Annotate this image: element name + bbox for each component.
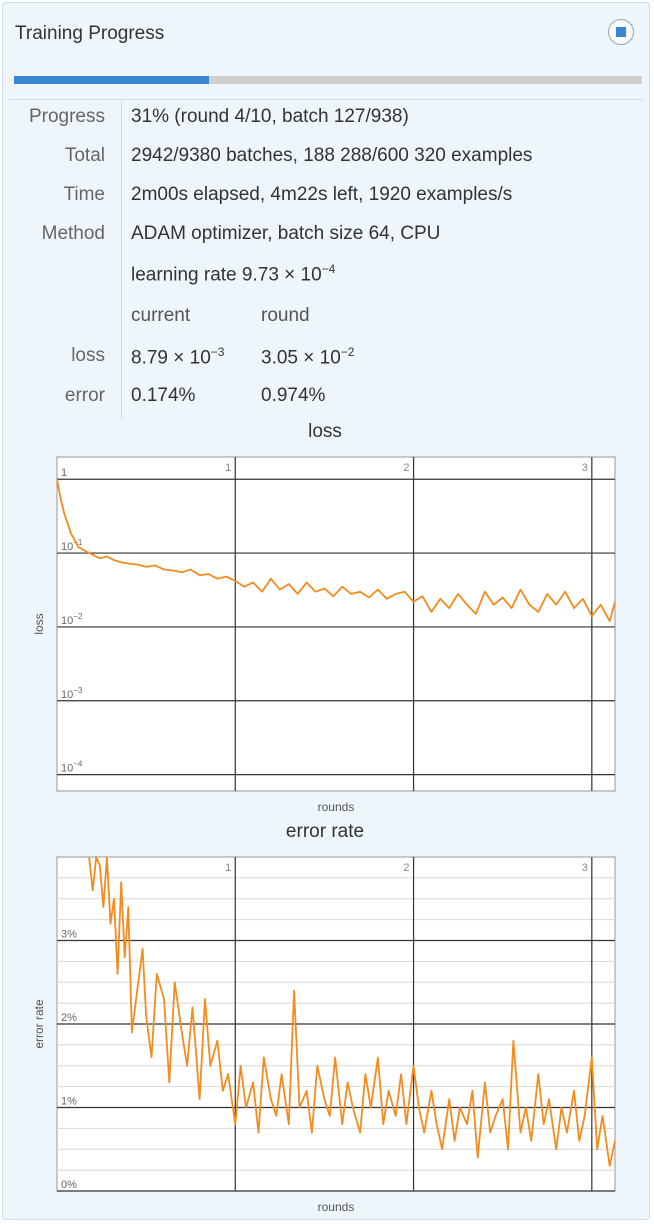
loss-round-exponent: −2 [340,345,355,359]
time-value: 2m00s elapsed, 4m22s left, 1920 examples… [131,184,513,205]
progress-value: 31% (round 4/10, batch 127/938) [131,106,409,127]
panel-header: Training Progress [3,3,649,63]
y-tick-exponent: −4 [73,760,83,769]
error-round: 0.974% [261,385,326,406]
total-value: 2942/9380 batches, 188 288/600 320 examp… [131,145,533,166]
time-label: Time [63,184,105,205]
y-axis-label: error rate [32,999,46,1049]
loss-round-mantissa: 3.05 × 10 [261,347,341,369]
x-tick-label: 2 [403,862,409,874]
method-label: Method [41,223,105,244]
col-current-header: current [131,305,191,326]
y-tick-exponent: −1 [73,538,83,547]
loss-label: loss [71,345,105,366]
x-axis-label: rounds [318,800,355,814]
loss-current-mantissa: 8.79 × 10 [131,347,211,369]
y-tick-label: 1 [61,467,67,479]
learning-rate-exponent: −4 [321,262,336,276]
series-line [88,856,616,1167]
loss-current: 8.79 × 10−3 [131,345,224,369]
x-tick-label: 3 [582,862,588,874]
divider [9,99,643,100]
loss-round: 3.05 × 10−2 [261,345,354,369]
loss-current-exponent: −3 [210,345,225,359]
progress-bar-fill [14,76,209,84]
error-label: error [64,385,105,406]
loss-chart-title: loss [308,421,342,442]
x-tick-label: 3 [582,462,588,474]
progress-label: Progress [28,106,105,127]
y-tick-exponent: −2 [73,612,83,621]
panel-title: Training Progress [15,23,165,44]
y-tick-label: 1% [61,1096,77,1108]
error-current: 0.174% [131,385,196,406]
col-round-header: round [261,305,310,326]
label-divider [121,101,122,419]
x-tick-label: 2 [403,462,409,474]
y-tick-label: 0% [61,1179,77,1191]
learning-rate: learning rate 9.73 × 10−4 [131,262,335,286]
y-axis-label: loss [32,613,46,634]
y-tick-label: 2% [61,1012,77,1024]
method-value: ADAM optimizer, batch size 64, CPU [131,223,441,244]
error-chart-title: error rate [285,821,365,842]
series-line [56,479,616,622]
y-tick-exponent: −3 [73,686,83,695]
total-label: Total [64,145,105,166]
x-axis-label: rounds [318,1200,355,1214]
y-tick-label: 3% [61,929,77,941]
x-tick-label: 1 [225,462,231,474]
progress-bar [14,76,642,84]
learning-rate-mantissa: learning rate 9.73 × 10 [131,264,322,286]
stop-icon [616,27,626,37]
error-rate-chart: 0% 1% 2% 3% 1 2 3 rounds error rate [32,856,616,1214]
stop-button[interactable] [608,19,634,45]
x-tick-label: 1 [225,862,231,874]
plot-area [56,456,616,792]
